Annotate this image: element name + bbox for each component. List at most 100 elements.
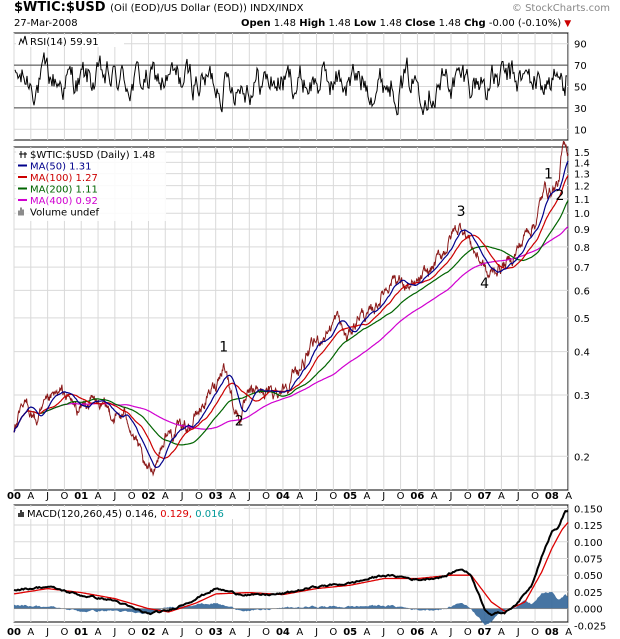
price-y-tick: 1.2 [574,182,590,193]
x-tick-label: A [27,627,34,638]
x-tick-label: 03 [209,627,223,638]
wave-annotation-1: 1 [219,340,228,356]
high-value: 1.48 [328,18,351,29]
ohlc-readout: Open 1.48 High 1.48 Low 1.48 Close 1.48 … [241,18,571,29]
price-y-tick: 1.0 [574,209,590,220]
rsi-y-tick: 10 [574,125,587,136]
ma50-line [13,160,569,468]
x-tick-label: A [364,491,371,502]
x-tick-label: A [565,491,572,502]
x-tick-label: A [229,627,236,638]
wave-annotation-2: 2 [235,414,244,430]
rsi-glyph-icon [18,35,28,46]
macd-title: MACD(120,260,45) 0.146, 0.129, 0.016 [27,509,224,520]
x-tick-label: O [397,491,405,502]
x-tick-label: O [464,627,472,638]
x-tick-label: O [128,491,136,502]
low-value: 1.48 [379,18,402,29]
x-tick-label: 08 [545,491,559,502]
price-legend: $WTIC:$USD (Daily) 1.48 [30,150,155,161]
x-tick-label: 07 [478,627,492,638]
chg-label: Chg [464,18,486,29]
x-tick-label: 03 [209,491,223,502]
wave-annotation-6: 2 [555,188,564,204]
macd-y-tick: -0.025 [574,621,606,632]
volume-glyph-icon [18,207,24,216]
rsi-y-tick: 30 [574,104,587,115]
chg-value: -0.00 (-0.10%) [488,18,562,29]
legend-bg [16,149,166,221]
x-tick-label: O [397,627,405,638]
close-label: Close [405,18,436,29]
wave-annotation-3: 3 [457,204,466,220]
brand-watermark: © StockCharts.com [511,3,610,14]
x-tick-label: 01 [74,491,88,502]
price-y-tick: 0.5 [574,314,590,325]
rsi-line [14,52,567,116]
signal-value: 0.129, [160,509,195,520]
ma200-legend: MA(200) 1.11 [30,185,98,196]
macd-y-tick: 0.075 [574,554,603,565]
x-tick-label: 05 [343,627,357,638]
macd-line [13,510,569,617]
price-y-tick: 0.3 [574,391,590,402]
x-tick-label: 01 [74,627,88,638]
price-y-tick: 0.7 [574,263,590,274]
x-tick-label: A [95,627,102,638]
price-y-tick: 0.4 [574,348,590,359]
macd-y-tick: 0.100 [574,538,603,549]
histogram-value: 0.016 [195,509,224,520]
ma100-legend: MA(100) 1.27 [30,173,98,184]
x-tick-label: J [381,491,385,502]
macd-y-tick: 0.050 [574,571,603,582]
x-tick-label: O [531,627,539,638]
wave-annotation-5: 1 [544,166,553,182]
rsi-label-bg [16,35,124,47]
open-label: Open [241,18,271,29]
x-tick-label: J [112,491,116,502]
macd-value: 0.146, [125,509,160,520]
close-value: 1.48 [438,18,461,29]
symbol: $WTIC:$USD [14,0,106,15]
volume-legend: Volume undef [30,208,100,219]
price-y-tick: 0.9 [574,225,590,236]
macd-pane-frame [13,504,569,623]
x-tick-label: O [195,627,203,638]
ma400-line [13,226,569,433]
x-tick-label: J [314,491,318,502]
symbol-description: (Oil (EOD)/US Dollar (EOD)) INDX/INDX [110,3,304,14]
price-y-tick: 1.3 [574,170,590,181]
macd-y-tick: 0.025 [574,588,603,599]
x-tick-label: 08 [545,627,559,638]
x-tick-label: A [364,627,371,638]
price-glyph-icon [19,151,27,158]
x-tick-label: 06 [410,491,424,502]
x-tick-label: O [195,491,203,502]
x-tick-label: A [27,491,34,502]
macd-y-tick: 0.125 [574,521,603,532]
x-tick-label: J [45,491,49,502]
macd-label-bg [16,507,244,519]
x-tick-label: J [180,627,184,638]
down-triangle-icon: ▼ [564,19,572,29]
x-tick-label: A [498,491,505,502]
x-tick-label: A [565,627,572,638]
ma50-legend: MA(50) 1.31 [30,162,91,173]
x-tick-label: J [449,491,453,502]
x-tick-label: O [329,491,337,502]
price-y-tick: 0.8 [574,243,590,254]
x-tick-label: O [262,627,270,638]
price-line [13,140,569,477]
x-tick-label: 02 [142,627,156,638]
price-y-tick: 0.2 [574,452,590,463]
x-tick-label: O [464,491,472,502]
x-tick-label: A [296,491,303,502]
x-tick-label: O [60,491,68,502]
wave-annotation-4: 4 [480,276,489,292]
x-tick-label: O [262,491,270,502]
open-value: 1.48 [273,18,297,29]
x-tick-label: J [45,627,49,638]
x-tick-label: J [449,627,453,638]
